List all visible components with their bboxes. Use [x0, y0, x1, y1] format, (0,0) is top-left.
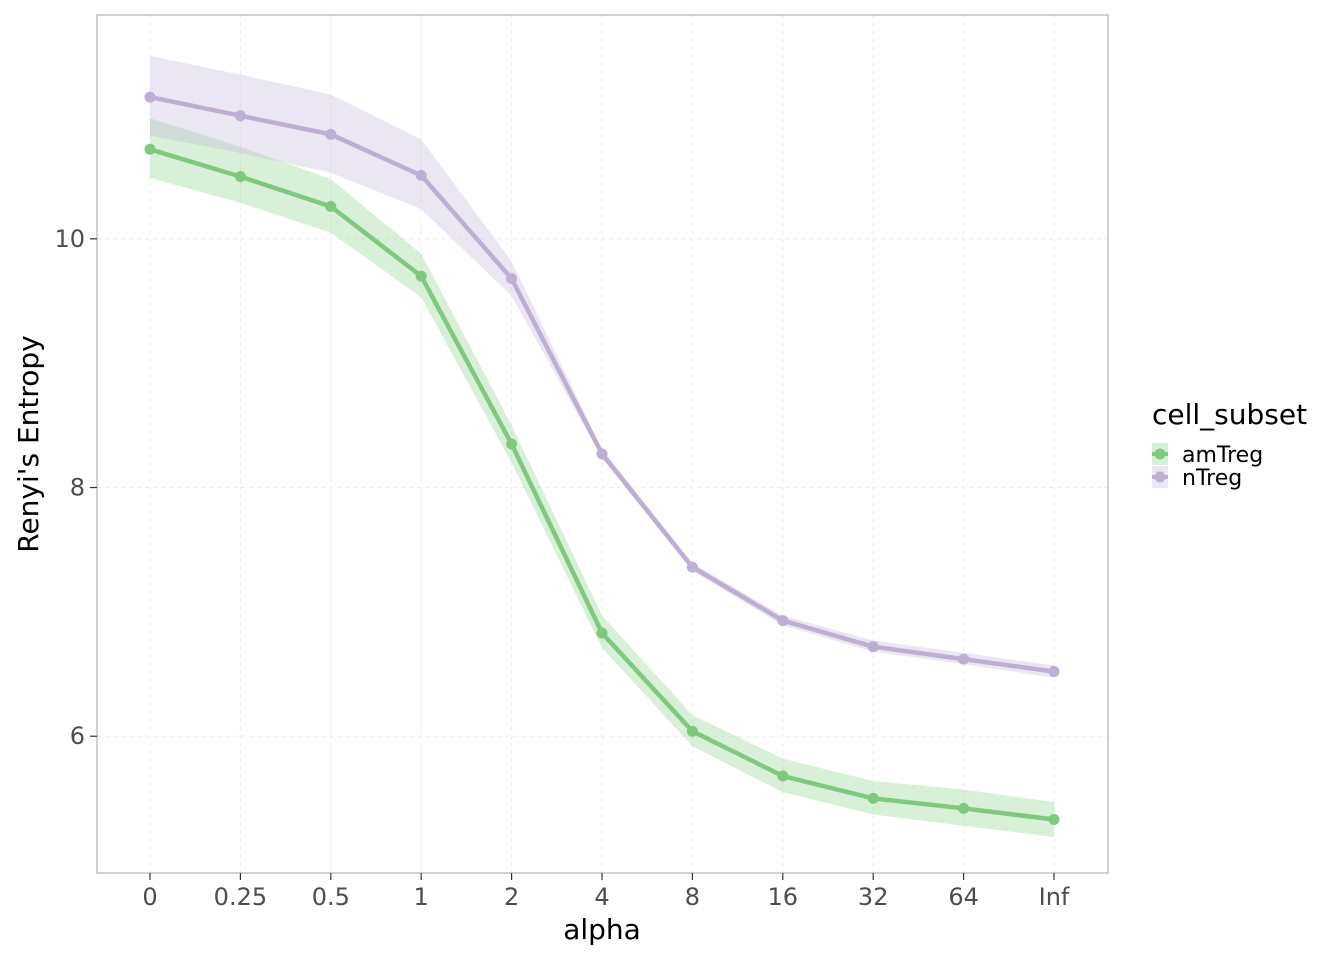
x-tick-label: 32	[858, 883, 889, 911]
series-points	[144, 91, 1060, 826]
data-point-amTreg	[867, 792, 879, 804]
x-tick-label: 16	[768, 883, 799, 911]
x-axis-title: alpha	[563, 913, 641, 946]
data-point-nTreg	[867, 641, 879, 653]
data-point-amTreg	[777, 770, 789, 782]
data-point-amTreg	[144, 143, 156, 155]
data-point-nTreg	[686, 561, 698, 573]
data-point-amTreg	[415, 270, 427, 282]
x-axis: 0 0.25 0.5 1 2 4 8 16 32 64 Inf	[142, 873, 1070, 911]
data-point-nTreg	[415, 169, 427, 181]
x-tick-label: 8	[685, 883, 700, 911]
data-point-nTreg	[325, 128, 337, 140]
data-point-amTreg	[506, 438, 518, 450]
x-tick-label: 2	[504, 883, 519, 911]
x-tick-label: 4	[594, 883, 609, 911]
data-point-amTreg	[325, 200, 337, 212]
x-tick-label: 0	[142, 883, 157, 911]
y-tick-label: 10	[54, 225, 85, 253]
data-point-amTreg	[958, 802, 970, 814]
y-tick-label: 6	[70, 722, 85, 750]
x-tick-label: 1	[414, 883, 429, 911]
data-point-amTreg	[686, 725, 698, 737]
data-point-nTreg	[506, 273, 518, 285]
x-tick-label: Inf	[1039, 883, 1070, 911]
legend-label-amTreg: amTreg	[1182, 443, 1263, 468]
y-axis: 6 8 10	[54, 225, 97, 750]
data-point-nTreg	[1048, 666, 1060, 678]
data-point-amTreg	[1048, 814, 1060, 826]
data-point-nTreg	[958, 653, 970, 665]
x-tick-label: 64	[948, 883, 979, 911]
data-point-amTreg	[234, 171, 246, 183]
y-axis-title: Renyi's Entropy	[12, 335, 45, 553]
data-point-nTreg	[777, 615, 789, 627]
legend-key-point-amTreg	[1154, 448, 1166, 460]
legend-label-nTreg: nTreg	[1182, 466, 1242, 491]
legend-title: cell_subset	[1152, 398, 1307, 431]
y-tick-label: 8	[70, 474, 85, 502]
data-point-nTreg	[144, 91, 156, 103]
data-point-nTreg	[234, 110, 246, 122]
data-point-amTreg	[596, 627, 608, 639]
legend-key-point-nTreg	[1154, 471, 1166, 483]
confidence-band-amTreg	[150, 118, 1054, 837]
x-tick-label: 0.5	[312, 883, 350, 911]
data-point-nTreg	[596, 448, 608, 460]
x-tick-label: 0.25	[214, 883, 267, 911]
